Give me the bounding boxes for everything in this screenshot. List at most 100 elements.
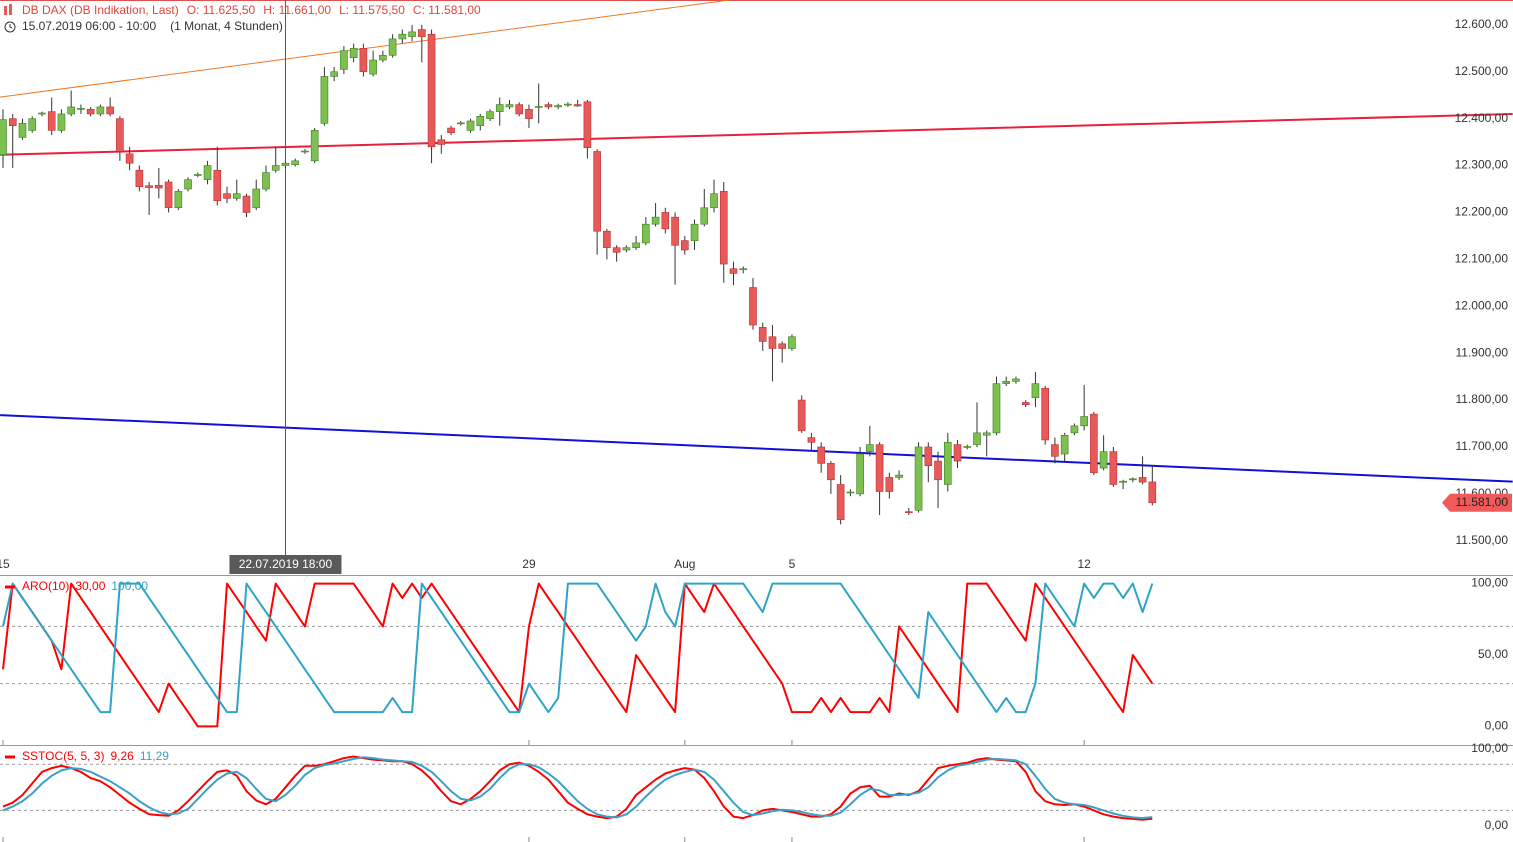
candle-body xyxy=(213,169,222,202)
candle-body xyxy=(349,48,358,58)
legend-value: 30,00 xyxy=(75,579,105,593)
y-tick-label: 0,00 xyxy=(1485,719,1509,733)
candle-body xyxy=(398,33,407,40)
candle-body xyxy=(905,511,913,513)
candle-body xyxy=(125,153,134,164)
candle-body xyxy=(476,116,485,126)
candle-body xyxy=(18,123,27,138)
candle-body xyxy=(320,76,329,124)
candle-body xyxy=(1002,381,1011,384)
chart-title: DB DAX (DB Indikation, Last) xyxy=(22,3,179,17)
candle-body xyxy=(0,119,7,156)
candle-body xyxy=(1060,434,1069,455)
candle-body xyxy=(924,446,933,467)
x-tick-label: 29 xyxy=(522,557,536,571)
candle-body xyxy=(895,474,903,478)
y-tick-label: 100,00 xyxy=(1471,576,1508,590)
candle-body xyxy=(836,484,845,520)
candle-body xyxy=(788,336,796,349)
candle-body xyxy=(427,33,436,148)
candle-body xyxy=(301,150,309,153)
x-tick-label: 15 xyxy=(0,557,10,571)
candle-body xyxy=(544,104,553,108)
candle-body xyxy=(379,55,387,61)
candle-body xyxy=(359,48,368,73)
overlay: 11.500,0011.600,0011.700,0011.800,0011.9… xyxy=(0,3,1513,842)
y-tick-label: 12.400,00 xyxy=(1455,111,1509,125)
y-tick-label: 12.100,00 xyxy=(1455,252,1509,266)
indicator-line xyxy=(2,582,1154,714)
y-tick-label: 0,00 xyxy=(1485,818,1509,832)
candle-body xyxy=(486,111,494,119)
candle-body xyxy=(680,240,689,251)
candle-body xyxy=(466,120,475,131)
candle-body xyxy=(661,212,670,230)
candle-body xyxy=(28,118,37,131)
candle-body xyxy=(729,268,738,274)
trendline xyxy=(0,112,1513,156)
indicator-line xyxy=(2,582,1154,728)
candle-body xyxy=(164,181,173,209)
last-price-label: 11.581,00 xyxy=(1456,495,1509,509)
candle-body xyxy=(651,216,660,225)
candle-body xyxy=(603,230,611,248)
candle-body xyxy=(252,188,261,209)
candle-body xyxy=(232,193,241,199)
y-tick-label: 12.200,00 xyxy=(1455,205,1509,219)
candle-body xyxy=(885,477,894,492)
candle-body xyxy=(369,59,377,75)
candle-body xyxy=(642,223,650,244)
candle-body xyxy=(583,101,592,149)
candle-body xyxy=(47,111,56,131)
candle-body xyxy=(1090,413,1098,474)
candle-body xyxy=(943,441,952,485)
candle-body xyxy=(1012,378,1020,382)
y-tick-label: 50,00 xyxy=(1478,647,1508,661)
crosshair-label-box xyxy=(229,555,342,574)
candle-body xyxy=(145,185,153,188)
candle-body xyxy=(719,191,728,265)
candle-body xyxy=(330,71,338,77)
indicator-title: ARO(10) xyxy=(22,579,69,593)
candle-body xyxy=(846,491,855,494)
candle-body xyxy=(203,165,212,180)
candle-body xyxy=(1041,388,1049,441)
y-tick-label: 12.600,00 xyxy=(1455,17,1509,31)
candle-body xyxy=(797,399,806,431)
candle-body xyxy=(758,327,767,342)
candle-body xyxy=(116,118,124,152)
clock-hand xyxy=(9,24,13,29)
candle-body xyxy=(875,444,884,492)
candle-body xyxy=(155,184,163,189)
candle-body xyxy=(671,216,679,246)
candle-body xyxy=(593,151,601,232)
y-tick-label: 11.500,00 xyxy=(1456,533,1509,547)
candle-body xyxy=(564,103,572,106)
candle-body xyxy=(1080,416,1088,427)
y-tick-label: 12.000,00 xyxy=(1455,298,1509,312)
candle-body xyxy=(1021,402,1030,406)
chart-period: (1 Monat, 4 Stunden) xyxy=(170,19,283,33)
candle-body xyxy=(1138,477,1147,483)
candle-body xyxy=(174,191,183,209)
candle-body xyxy=(953,444,962,462)
header-icon xyxy=(4,6,7,15)
candle-body xyxy=(8,118,17,126)
y-tick-label: 100,00 xyxy=(1471,741,1508,755)
ohlc-label: O: 11.625,50 xyxy=(187,3,256,17)
candle-body xyxy=(291,160,300,165)
candle-body xyxy=(768,336,777,349)
price-panel xyxy=(0,0,1513,555)
last-price-tag xyxy=(1442,493,1512,512)
candle-body xyxy=(1109,451,1118,485)
ohlc-label: C: 11.581,00 xyxy=(413,3,481,17)
candle-body xyxy=(194,174,202,176)
indicator-line xyxy=(2,755,1153,821)
candle-body xyxy=(749,287,757,326)
clock-icon xyxy=(4,21,16,33)
legend-value: 9,26 xyxy=(110,749,134,763)
candle-body xyxy=(418,29,426,37)
candle-body xyxy=(1031,383,1040,399)
candle-body xyxy=(242,195,251,213)
header-icon xyxy=(9,4,12,15)
